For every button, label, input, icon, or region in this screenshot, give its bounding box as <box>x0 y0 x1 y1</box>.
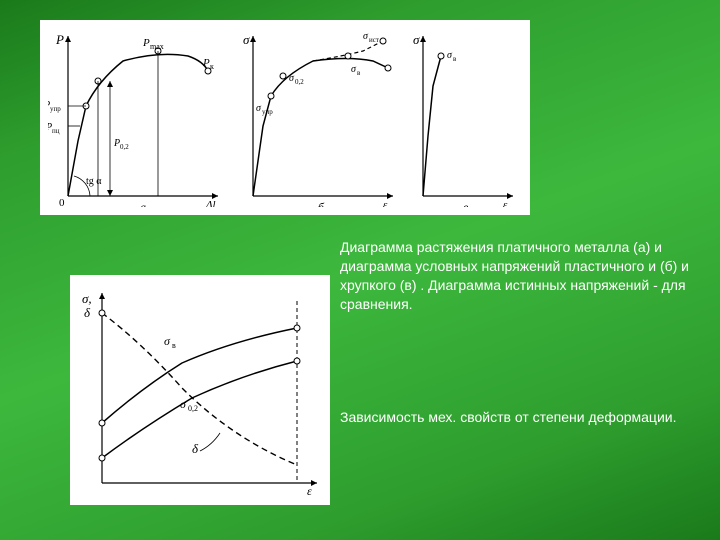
svg-text:упр: упр <box>262 108 273 116</box>
panel-c: σ σв ε в <box>413 32 513 207</box>
svg-text:σ,: σ, <box>82 291 92 306</box>
svg-text:0,2: 0,2 <box>295 78 304 86</box>
svg-text:пц: пц <box>52 127 60 135</box>
svg-text:σ: σ <box>413 32 420 47</box>
svg-text:max: max <box>150 42 164 51</box>
svg-text:P: P <box>142 37 150 49</box>
svg-text:ист: ист <box>369 36 379 44</box>
svg-text:упр: упр <box>50 105 61 113</box>
bottom-figure-svg: σ, δ σв σ0,2 δ ε <box>78 283 322 497</box>
svg-text:σ: σ <box>243 32 250 47</box>
svg-text:в: в <box>453 55 457 63</box>
svg-text:tg α: tg α <box>86 176 102 187</box>
svg-text:Δl: Δl <box>205 199 216 207</box>
panel-a: P Pmax Pк Pупр Pпц P0,2 tg α 0 Δl а <box>48 32 218 207</box>
svg-text:δ: δ <box>84 305 91 320</box>
svg-text:в: в <box>463 200 468 207</box>
svg-text:P: P <box>55 32 64 47</box>
svg-text:ε: ε <box>307 484 312 497</box>
svg-text:к: к <box>210 62 214 71</box>
svg-text:ε: ε <box>383 199 388 207</box>
svg-text:σ: σ <box>180 397 187 411</box>
panel-b: σ σист σв σ0,2 σупр ε б <box>243 31 393 207</box>
svg-text:σ: σ <box>164 334 171 348</box>
svg-text:а: а <box>140 200 146 207</box>
svg-text:б: б <box>318 200 325 207</box>
top-figure-svg: P Pmax Pк Pупр Pпц P0,2 tg α 0 Δl а <box>48 28 522 207</box>
svg-text:0,2: 0,2 <box>120 143 129 151</box>
deformation-dependence-figure: σ, δ σв σ0,2 δ ε <box>70 275 330 505</box>
svg-text:в: в <box>172 341 176 350</box>
caption-top: Диаграмма растяжения платичного металла … <box>340 238 695 314</box>
svg-text:0: 0 <box>59 197 65 207</box>
svg-text:0,2: 0,2 <box>188 404 198 413</box>
tension-diagram-figure: P Pmax Pк Pупр Pпц P0,2 tg α 0 Δl а <box>40 20 530 215</box>
caption-bottom: Зависимость мех. свойств от степени дефо… <box>340 408 695 427</box>
svg-text:P: P <box>202 57 210 69</box>
svg-text:ε: ε <box>503 199 508 207</box>
svg-text:δ: δ <box>192 441 199 456</box>
svg-text:в: в <box>357 69 361 77</box>
